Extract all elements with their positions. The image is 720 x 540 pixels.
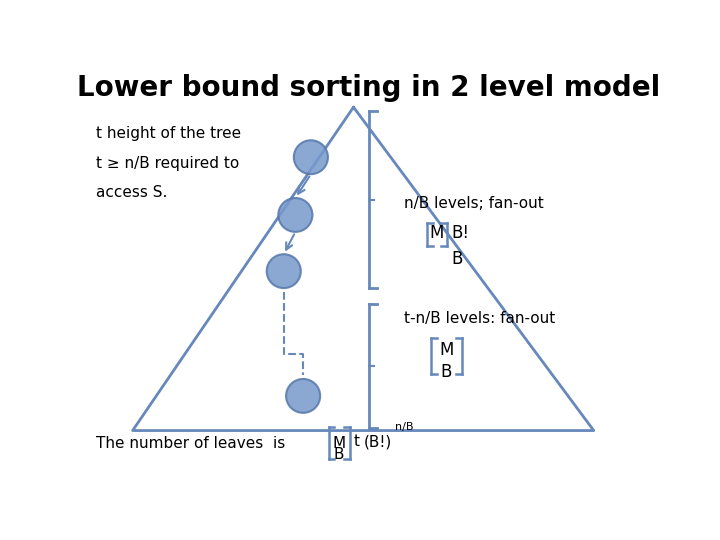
Text: B: B	[451, 249, 462, 268]
Text: The number of leaves  is: The number of leaves is	[96, 436, 285, 451]
Circle shape	[294, 140, 328, 174]
Text: (B!): (B!)	[364, 434, 392, 449]
Text: B: B	[441, 363, 452, 381]
Text: Lower bound sorting in 2 level model: Lower bound sorting in 2 level model	[77, 74, 661, 102]
Text: M: M	[439, 341, 454, 359]
Circle shape	[279, 198, 312, 232]
Circle shape	[286, 379, 320, 413]
Text: B!: B!	[451, 224, 469, 242]
Text: M: M	[430, 224, 444, 242]
Text: t height of the tree: t height of the tree	[96, 126, 241, 141]
Text: M: M	[333, 436, 346, 451]
Circle shape	[266, 254, 301, 288]
Text: t: t	[354, 434, 359, 449]
Text: B: B	[334, 448, 344, 462]
Text: n/B levels; fan-out: n/B levels; fan-out	[404, 195, 544, 211]
Text: t ≥ n/B required to: t ≥ n/B required to	[96, 156, 240, 171]
Text: n/B: n/B	[395, 422, 413, 432]
Text: access S.: access S.	[96, 185, 168, 200]
Text: t-n/B levels: fan-out: t-n/B levels: fan-out	[404, 311, 555, 326]
